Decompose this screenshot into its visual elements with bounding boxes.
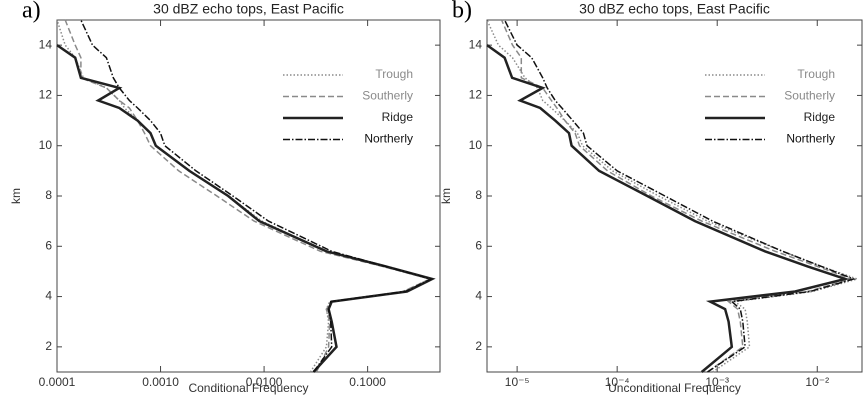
- x-tick-label: 0.0100: [246, 375, 283, 389]
- y-tick-label: 8: [475, 188, 482, 202]
- y-tick-label: 2: [45, 339, 52, 353]
- y-tick-label: 6: [45, 238, 52, 252]
- y-tick-label: 12: [39, 88, 53, 102]
- y-axis-label: km: [439, 188, 453, 204]
- legend-label: Ridge: [382, 110, 414, 124]
- x-tick-label: 10⁻³: [705, 375, 729, 389]
- legend-label: Trough: [375, 67, 413, 81]
- x-axis-label: Conditional Frequency: [188, 381, 308, 395]
- y-tick-label: 12: [469, 88, 483, 102]
- y-tick-label: 10: [39, 138, 53, 152]
- chart-title: 30 dBZ echo tops, East Pacific: [153, 1, 344, 17]
- x-tick-label: 0.0010: [142, 375, 179, 389]
- legend-label: Southerly: [784, 89, 835, 103]
- panel-label: b): [452, 0, 472, 24]
- y-tick-label: 2: [475, 339, 482, 353]
- series-line: [56, 19, 433, 373]
- legend-label: Southerly: [362, 89, 413, 103]
- y-tick-label: 8: [45, 188, 52, 202]
- legend-label: Northerly: [364, 132, 413, 146]
- series-line: [486, 44, 850, 373]
- chart-title: 30 dBZ echo tops, East Pacific: [579, 1, 770, 17]
- series-line: [503, 19, 856, 373]
- x-tick-label: 10⁻²: [805, 375, 829, 389]
- legend-label: Trough: [797, 67, 835, 81]
- y-tick-label: 14: [39, 37, 53, 51]
- x-tick-label: 0.1000: [349, 375, 386, 389]
- y-axis-label: km: [9, 188, 23, 204]
- x-tick-label: 0.0001: [39, 375, 76, 389]
- x-axis-label: Unconditional Frequency: [608, 381, 741, 395]
- y-tick-label: 4: [475, 289, 482, 303]
- y-tick-label: 6: [475, 238, 482, 252]
- legend-label: Northerly: [786, 132, 835, 146]
- y-tick-label: 10: [469, 138, 483, 152]
- series-line: [80, 19, 434, 373]
- y-tick-label: 14: [469, 37, 483, 51]
- series-line: [64, 19, 433, 373]
- series-line: [500, 19, 854, 373]
- legend-label: Ridge: [804, 110, 836, 124]
- y-tick-label: 4: [45, 289, 52, 303]
- panel-label: a): [22, 0, 41, 24]
- x-tick-label: 10⁻⁴: [605, 375, 630, 389]
- x-tick-label: 10⁻⁵: [505, 375, 530, 389]
